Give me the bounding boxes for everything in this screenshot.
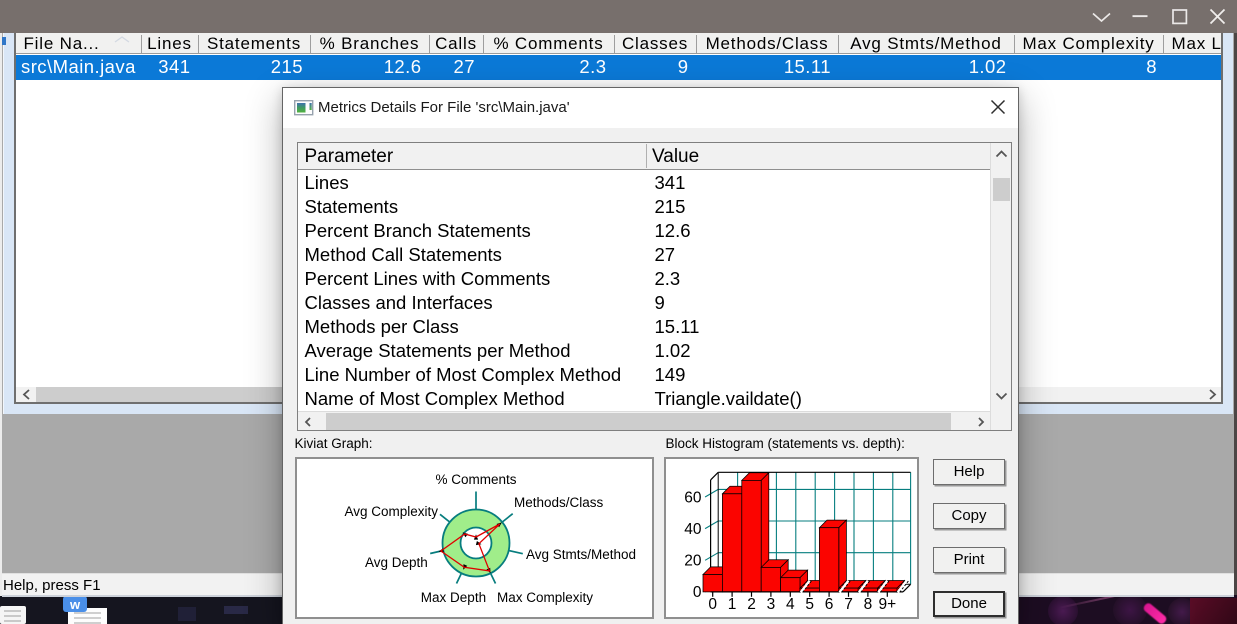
svg-text:0: 0 <box>708 596 717 613</box>
svg-text:3: 3 <box>767 596 776 613</box>
svg-text:0: 0 <box>693 584 702 601</box>
svg-text:9+: 9+ <box>878 596 896 613</box>
svg-text:40: 40 <box>684 520 702 537</box>
svg-text:60: 60 <box>684 489 702 506</box>
svg-text:2: 2 <box>747 596 756 613</box>
svg-text:4: 4 <box>786 596 795 613</box>
svg-text:1: 1 <box>728 596 737 613</box>
svg-text:5: 5 <box>805 596 814 613</box>
svg-text:6: 6 <box>825 596 834 613</box>
svg-text:20: 20 <box>684 552 702 569</box>
svg-text:7: 7 <box>844 596 853 613</box>
svg-text:8: 8 <box>864 596 873 613</box>
